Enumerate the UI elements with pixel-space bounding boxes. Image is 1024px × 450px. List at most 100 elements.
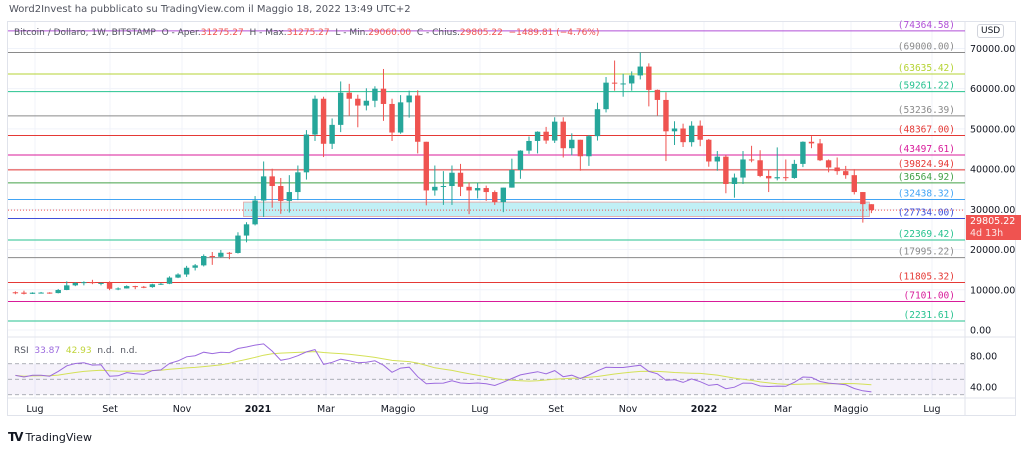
price-axis-tick: 40000.00	[970, 165, 1015, 176]
candle	[748, 145, 755, 163]
candle	[774, 147, 780, 181]
candle-body	[449, 172, 455, 187]
candle-body	[269, 176, 275, 187]
candle	[303, 130, 310, 180]
high-label: H - Max.	[249, 28, 287, 38]
price-axis-tick: 10000.00	[970, 285, 1015, 296]
candle-body	[252, 200, 258, 225]
candle	[286, 175, 293, 213]
candle-body	[551, 121, 558, 141]
candle-body	[517, 150, 524, 170]
candle-body	[654, 89, 661, 100]
candle-body	[166, 277, 173, 284]
candle-body	[534, 131, 541, 141]
candle	[586, 134, 592, 166]
candle-countdown: 4d 13h	[970, 228, 1004, 239]
candle	[363, 88, 370, 111]
candle	[543, 126, 549, 144]
candle	[843, 165, 849, 179]
candle-body	[509, 169, 515, 188]
last-price-value: 29805.22	[970, 216, 1016, 227]
tradingview-logo-icon: TV	[8, 430, 24, 444]
level-label: (7101.00)	[904, 290, 955, 301]
rsi-name: RSI	[14, 346, 29, 356]
time-axis-tick: Lug	[471, 404, 488, 415]
candle-body	[748, 159, 755, 161]
time-axis-tick: 2022	[691, 404, 717, 415]
candle-body	[141, 286, 147, 288]
candle	[731, 173, 738, 198]
candle	[654, 89, 661, 116]
candle	[740, 151, 746, 185]
candle	[64, 281, 70, 291]
candle	[149, 283, 156, 288]
candle-body	[483, 188, 489, 193]
candle	[432, 165, 438, 196]
candle-body	[808, 141, 815, 144]
candle	[569, 133, 575, 156]
candle-body	[851, 175, 857, 193]
candle-body	[688, 125, 695, 143]
candle-body	[765, 175, 772, 179]
tradingview-logo[interactable]: TV TradingView	[8, 430, 92, 444]
candle-body	[158, 283, 164, 285]
candle-body	[586, 136, 592, 157]
candle-body	[714, 156, 721, 162]
last-price-label: 29805.22 4d 13h	[966, 215, 1021, 240]
candle	[269, 168, 275, 208]
candle-body	[825, 160, 832, 168]
candle-body	[474, 188, 481, 191]
candle-body	[303, 134, 310, 173]
candle-body	[432, 186, 438, 191]
candle-body	[329, 124, 335, 144]
candle	[868, 204, 875, 214]
candle	[397, 95, 404, 134]
level-label: (53236.39)	[898, 105, 955, 116]
candle-body	[226, 252, 233, 254]
candle	[175, 273, 181, 279]
level-label: (43497.61)	[898, 144, 955, 155]
candle-body	[312, 98, 318, 135]
candle-body	[834, 167, 840, 172]
high-value: 31275.27	[286, 28, 330, 38]
time-axis-tick: Lug	[923, 404, 940, 415]
time-axis-tick: Set	[102, 404, 118, 415]
close-label: C - Chius.	[416, 28, 460, 38]
rsi-na-1: n.d.	[97, 346, 115, 356]
candle	[560, 117, 566, 158]
candle-body	[637, 66, 643, 76]
candle-body	[646, 66, 652, 90]
candle	[29, 292, 36, 295]
price-axis-tick: 20000.00	[970, 245, 1015, 256]
candle-body	[372, 88, 378, 101]
candle	[183, 265, 190, 277]
candle-body	[243, 224, 250, 236]
candle-body	[380, 88, 387, 104]
candle-body	[817, 143, 823, 161]
candle-body	[337, 92, 344, 125]
candle	[834, 157, 840, 175]
currency-button[interactable]: USD	[977, 24, 1005, 38]
candle-body	[603, 82, 609, 110]
low-label: L - Min.	[335, 28, 369, 38]
candle	[312, 95, 318, 141]
candle	[201, 254, 207, 267]
candle-body	[192, 265, 198, 268]
candle	[423, 141, 429, 206]
candle-body	[406, 95, 412, 103]
candle-body	[440, 186, 447, 188]
rsi-legend: RSI 33.87 42.93 n.d. n.d.	[14, 346, 137, 356]
candle	[21, 290, 27, 295]
logo-text: TradingView	[25, 430, 92, 444]
price-axis-tick: 30000.00	[970, 205, 1015, 216]
candle-body	[286, 192, 293, 201]
candle	[577, 139, 584, 171]
candle-body	[123, 286, 130, 289]
candle	[474, 182, 481, 199]
candle	[260, 161, 267, 217]
candle	[89, 279, 96, 285]
candle-body	[791, 163, 798, 178]
time-axis-tick: Nov	[619, 404, 638, 415]
candle-body	[492, 192, 498, 203]
